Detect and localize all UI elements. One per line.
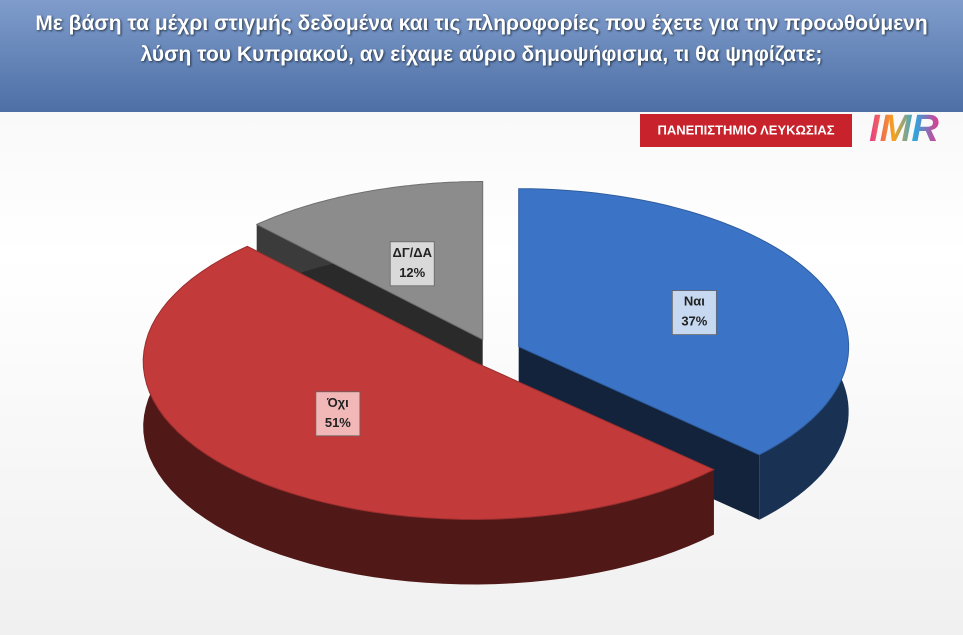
data-label-box: [671, 290, 717, 336]
value-label: 37%: [681, 314, 707, 329]
category-label: ΔΓ/ΔΑ: [392, 245, 432, 260]
brand-logo: IMR: [869, 108, 939, 150]
chart-title: Με βάση τα μέχρι στιγμής δεδομένα και τι…: [0, 0, 963, 112]
data-label-box: [389, 241, 435, 287]
category-label: Ναι: [684, 294, 705, 309]
category-label: Όχι: [326, 395, 349, 410]
data-label-box: [315, 391, 361, 437]
university-logo: ΠΑΝΕΠΙΣΤΗΜΙΟ ΛΕΥΚΩΣΙΑΣ: [657, 122, 834, 137]
slice-wall: [143, 246, 714, 585]
value-label: 51%: [325, 415, 351, 430]
university-logo-box: [640, 114, 852, 147]
slice: [142, 245, 715, 521]
value-label: 12%: [399, 265, 425, 280]
slice: [255, 181, 484, 341]
